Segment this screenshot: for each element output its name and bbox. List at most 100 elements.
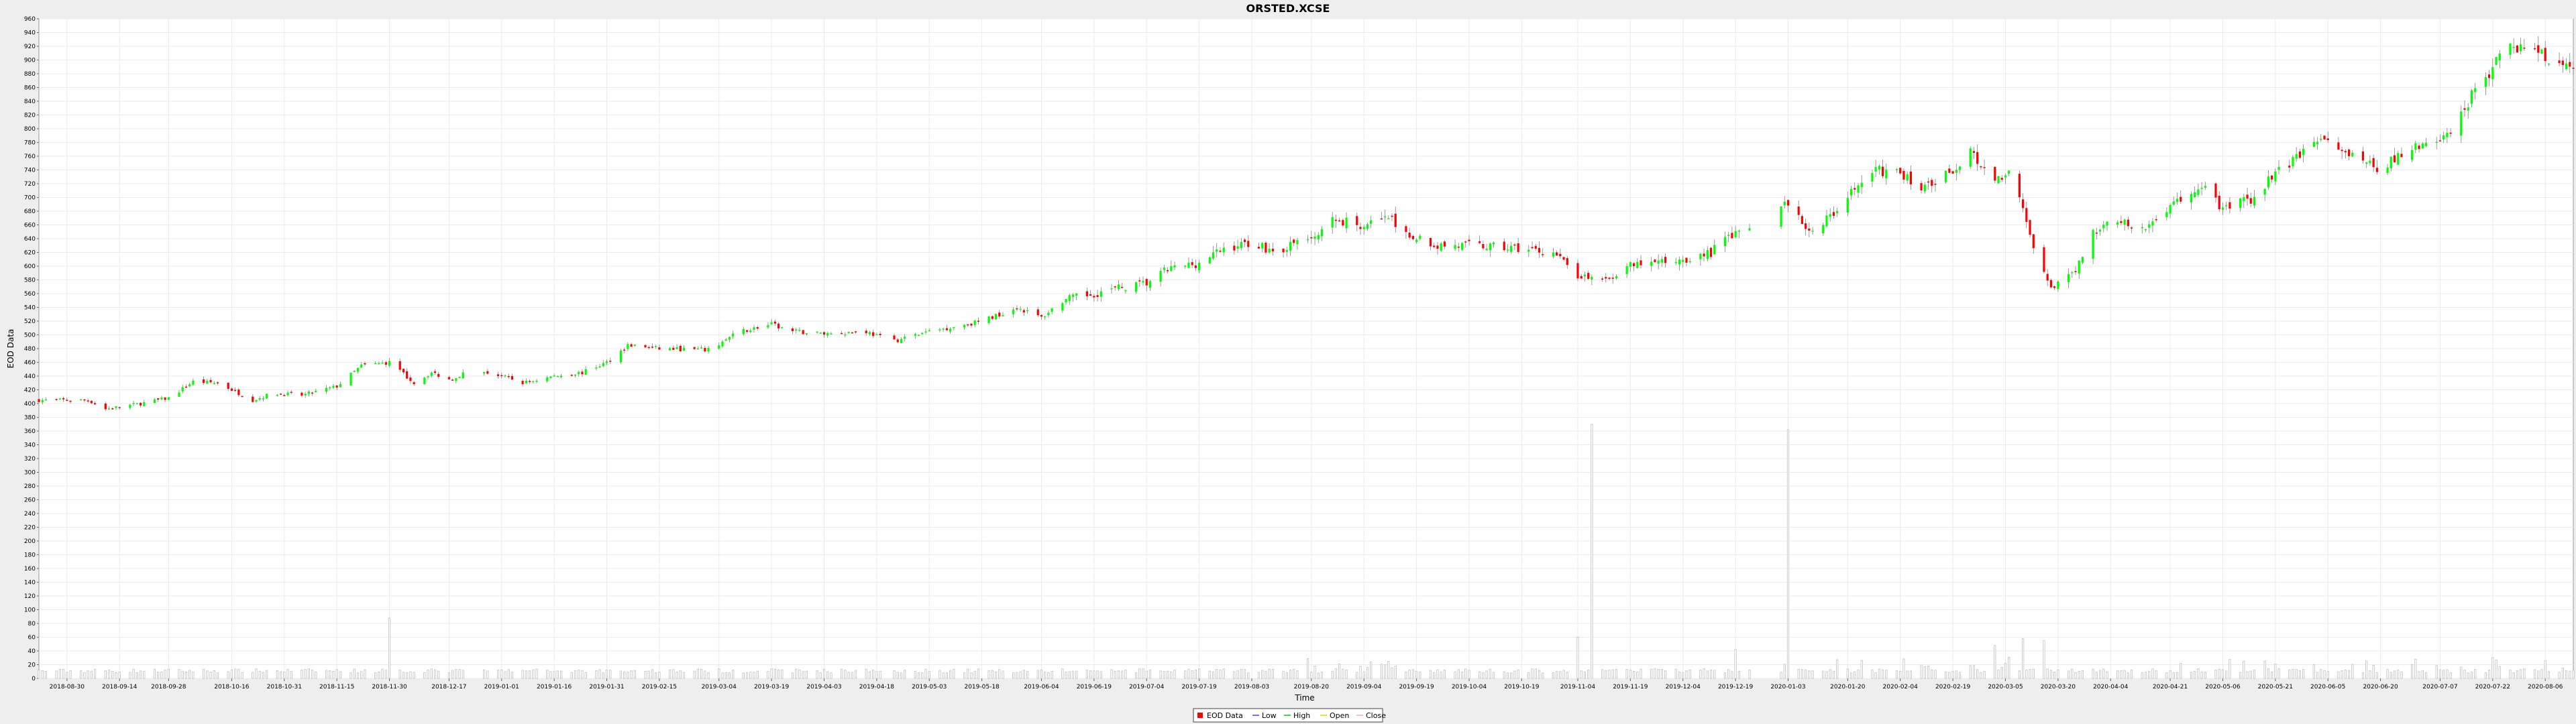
volume-bar: [202, 669, 205, 679]
candle-body: [2022, 199, 2025, 208]
volume-bar: [2176, 672, 2179, 679]
candle-body: [2414, 143, 2417, 150]
candle-body: [496, 374, 500, 376]
volume-bar: [1506, 672, 1509, 679]
x-tick-label: 2020-02-19: [1935, 684, 1971, 690]
volume-bar: [1366, 667, 1369, 679]
candle-body: [1460, 243, 1464, 250]
candle-body: [630, 344, 633, 347]
candle-body: [1983, 167, 1986, 168]
volume-bar: [62, 668, 65, 679]
candle-body: [1089, 294, 1092, 296]
volume-bar: [1313, 666, 1316, 679]
volume-bar: [1615, 669, 1618, 679]
volume-bar: [1836, 659, 1839, 679]
candle-body: [486, 371, 489, 374]
volume-bar: [953, 669, 955, 679]
volume-bar: [578, 670, 580, 679]
y-tick-label: 320: [24, 456, 36, 463]
candle-body: [213, 383, 215, 384]
candle-body: [423, 377, 426, 385]
volume-bar: [111, 670, 114, 679]
volume-bar: [2393, 670, 2396, 679]
x-tick-label: 2019-01-01: [484, 684, 519, 690]
volume-bar: [1240, 668, 1242, 679]
volume-bar: [216, 672, 219, 679]
candle-body: [1044, 316, 1046, 318]
volume-bar: [1415, 671, 1418, 679]
volume-bar: [1674, 668, 1677, 679]
volume-bar: [1071, 670, 1075, 679]
candle-body: [62, 398, 65, 400]
candle-body: [1615, 276, 1618, 279]
volume-bar: [1629, 670, 1631, 679]
candle-body: [924, 331, 927, 333]
candle-body: [1433, 245, 1436, 247]
candle-body: [1682, 259, 1684, 262]
candle-body: [844, 334, 847, 336]
volume-bar: [44, 671, 48, 679]
volume-bar: [1969, 665, 1972, 679]
volume-bar: [1731, 671, 1733, 679]
y-tick-label: 960: [24, 16, 36, 23]
volume-bar: [2449, 672, 2452, 679]
candle-body: [655, 346, 657, 347]
volume-bar: [805, 670, 808, 679]
volume-bar: [1983, 671, 1986, 679]
candle-body: [1468, 239, 1470, 241]
candle-body: [627, 344, 629, 349]
candle-body: [216, 382, 219, 383]
candle-body: [252, 396, 254, 402]
y-tick-label: 440: [24, 373, 36, 380]
volume-bar: [241, 672, 244, 679]
candle-body: [276, 394, 278, 396]
candle-body: [791, 328, 794, 331]
volume-bar: [942, 672, 945, 679]
volume-bar: [851, 672, 853, 679]
y-tick-label: 860: [24, 85, 36, 92]
candle-body: [1934, 184, 1937, 185]
candle-body: [1534, 245, 1537, 249]
candle-body: [1289, 241, 1292, 251]
volume-bar: [1022, 670, 1025, 679]
candle-body: [1216, 249, 1218, 252]
volume-bar: [826, 671, 829, 679]
volume-bar: [276, 670, 278, 679]
candle-body: [1664, 257, 1667, 263]
volume-bar: [1145, 670, 1148, 679]
candle-body: [1608, 278, 1611, 280]
volume-bar: [1387, 661, 1390, 679]
volume-bar: [1685, 670, 1688, 679]
y-tick-label: 120: [24, 593, 36, 600]
x-tick-label: 2020-05-06: [2205, 684, 2241, 690]
volume-bar: [1906, 670, 1909, 679]
candle-body: [2214, 183, 2217, 198]
volume-bar: [423, 672, 426, 679]
candle-body: [802, 330, 804, 335]
candle-body: [2151, 221, 2154, 226]
volume-bar: [1559, 671, 1562, 679]
volume-bar: [1503, 671, 1505, 679]
candle-body: [58, 398, 61, 400]
volume-bar: [1443, 670, 1446, 679]
candle-body: [749, 330, 752, 333]
candle-body: [353, 371, 356, 372]
candle-body: [1408, 233, 1411, 238]
volume-bar: [2067, 670, 2070, 679]
candle-body: [528, 381, 531, 382]
candle-body: [819, 333, 822, 334]
candle-body: [329, 387, 331, 389]
volume-bar: [633, 670, 636, 679]
x-tick-label: 2019-01-31: [589, 684, 624, 690]
candle-body: [1124, 290, 1127, 292]
volume-bar: [777, 669, 780, 679]
grid-lines: [39, 18, 2573, 679]
candle-body: [500, 375, 503, 377]
x-tick-label: 2019-03-19: [754, 684, 790, 690]
volume-bar: [462, 670, 464, 679]
volume-bar: [879, 670, 881, 679]
candle-body: [1909, 171, 1912, 185]
candle-body: [2375, 168, 2378, 172]
candle-body: [1786, 200, 1790, 206]
candle-body: [2298, 151, 2302, 158]
